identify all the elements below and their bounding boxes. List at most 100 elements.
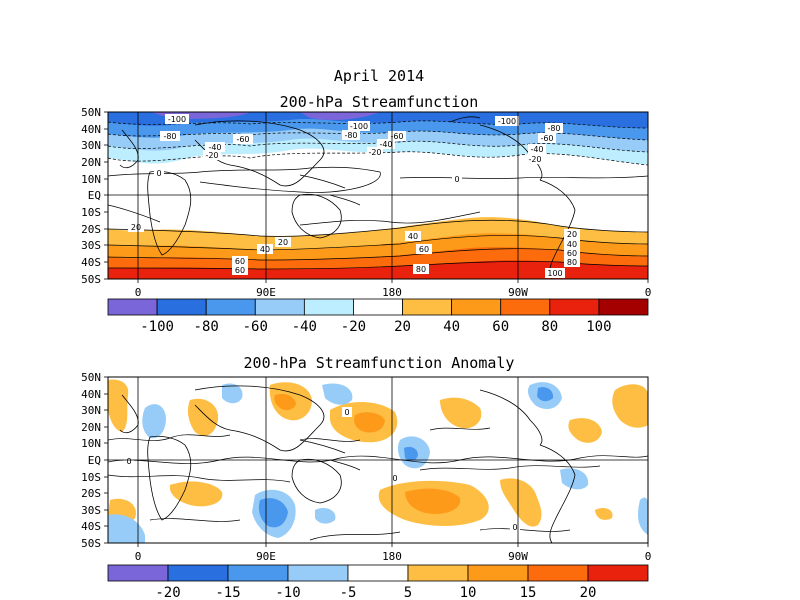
lon-label: 90W [508,550,528,563]
contour-label: -100 [498,117,516,126]
contour-label-box: 20 [275,237,291,247]
colorbar-label: -10 [275,585,300,600]
contour-label: 20 [131,223,141,232]
contour-label: 0 [392,474,397,483]
bottom-lon-labels: 0 90E 180 90W 0 [135,550,652,563]
top-contour-labels: -100 -80 -60 -40 -20 0 20 40 60 60 -100 … [128,114,580,278]
contour-label: -20 [368,148,381,157]
lat-label: 40S [81,256,101,269]
lat-label: 50S [81,273,101,286]
lat-label: 40S [81,520,101,533]
top-panel-title: 200-hPa Streamfunction [279,93,479,111]
colorbar-swatch [254,298,305,316]
top-map: -100 -80 -60 -40 -20 0 20 40 60 60 -100 … [81,106,651,299]
top-colorbar: -100 -80 -60 -40 -20 20 40 60 80 100 [107,298,649,335]
colorbar-label: 20 [394,319,411,335]
colorbar-swatch [287,564,349,582]
contour-label-box: 0 [510,522,520,532]
lat-label: 50N [81,371,101,384]
contour-label: -60 [236,135,249,144]
contour-label-box: -40 [528,144,546,154]
colorbar-swatch [451,298,502,316]
contour-label-box: -40 [205,142,225,152]
contour-label: 60 [419,245,429,254]
colorbar-swatch [407,564,469,582]
contour-label-box: 0 [342,407,352,417]
top-lat-labels: 50N 40N 30N 20N 10N EQ 10S 20S 30S 40S 5… [81,106,101,286]
lat-label: 30N [81,139,101,152]
colorbar-swatch [156,298,207,316]
lat-label: 30S [81,504,101,517]
lat-label: 20S [81,487,101,500]
colorbar-swatch [598,298,649,316]
colorbar-swatch [500,298,551,316]
contour-label: -100 [350,122,368,131]
lat-label: 20S [81,223,101,236]
contour-label-box: 80 [564,257,580,267]
colorbar-label: -100 [140,319,174,335]
contour-label: 80 [567,258,577,267]
lon-label: 180 [382,286,402,299]
contour-label: 20 [567,230,577,239]
bottom-contour-labels: 0 0 0 0 [124,407,520,532]
colorbar-label: -5 [340,585,357,600]
figure-title: April 2014 [333,67,425,85]
contour-label: -60 [540,134,553,143]
contour-label: -40 [208,143,221,152]
contour-label: 60 [235,257,245,266]
contour-label: -100 [168,115,186,124]
bottom-map: 0 0 0 0 50N [81,371,651,563]
lat-label: 30S [81,239,101,252]
contour-label-box: -60 [388,131,406,141]
colorbar-label: 40 [443,319,460,335]
lat-label: 40N [81,388,101,401]
colorbar-swatch [353,298,403,316]
colorbar-label: 5 [404,585,412,600]
lat-label: 30N [81,404,101,417]
lat-label: EQ [88,189,101,202]
contour-label: -80 [163,132,176,141]
contour-label-box: -20 [367,147,383,157]
contour-label: 40 [408,232,418,241]
contour-label: 0 [126,457,131,466]
contour-label: 0 [156,169,161,178]
colorbar-swatch [205,298,256,316]
contour-label-box: -80 [342,130,360,140]
colorbar-swatch [467,564,529,582]
colorbar-swatch [527,564,589,582]
top-band-minus120 [150,112,380,120]
contour-label: 60 [235,266,245,275]
lon-label: 90E [256,286,276,299]
colorbar-swatch [549,298,600,316]
contour-label-box: 40 [405,231,421,241]
contour-label-box: 80 [413,264,429,274]
lat-label: 50N [81,106,101,119]
lat-label: 50S [81,537,101,550]
contour-label: -60 [390,132,403,141]
contour-label-box: -80 [545,123,563,133]
lon-label: 0 [135,550,142,563]
colorbar-swatch [107,298,158,316]
contour-label: 100 [547,269,562,278]
lat-label: 10S [81,471,101,484]
contour-label: 0 [512,523,517,532]
bottom-lat-labels: 50N 40N 30N 20N 10N EQ 10S 20S 30S 40S 5… [81,371,101,550]
contour-label: -40 [530,145,543,154]
colorbar-swatch [347,564,409,582]
lon-label: 90W [508,286,528,299]
colorbar-label: 15 [520,585,537,600]
top-lon-labels: 0 90E 180 90W 0 [135,286,652,299]
lat-label: 10N [81,437,101,450]
colorbar-label: -20 [155,585,180,600]
colorbar-label: 20 [580,585,597,600]
contour-label-box: 60 [232,256,248,266]
contour-label-box: -20 [527,154,543,164]
colorbar-swatch [303,298,354,316]
contour-label: 0 [344,408,349,417]
colorbar-swatch [402,298,453,316]
contour-label-box: -100 [495,116,519,126]
contour-label: 20 [278,238,288,247]
contour-label-box: 60 [564,248,580,258]
colorbar-label: 10 [460,585,477,600]
contour-label-box: 40 [564,239,580,249]
